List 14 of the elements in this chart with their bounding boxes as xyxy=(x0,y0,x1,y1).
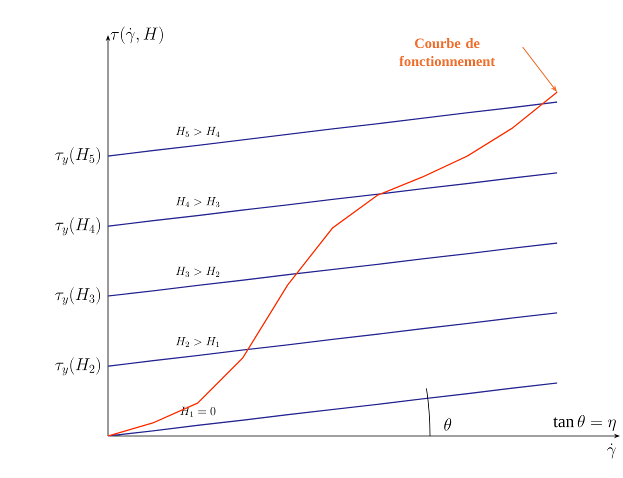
text: $\tau_y(H_2)$ xyxy=(55,357,100,376)
series-label: $H_3 > H_2$ xyxy=(176,266,220,277)
x-axis-title: $\dot{\gamma}$ xyxy=(607,444,616,459)
text: $\tau_y(H_5)$ xyxy=(55,147,100,166)
text: $\tau_y(H_4)$ xyxy=(55,217,100,236)
series-label: $H_5 > H_4$ xyxy=(176,126,220,138)
text: Courbe de fonctionnement xyxy=(399,38,496,66)
series-label: $H_2 > H_1$ xyxy=(176,337,220,347)
annotation: $\tan\theta = \eta$ xyxy=(553,414,616,431)
series-label: $H_1 = 0$ xyxy=(180,406,216,417)
series-label: $H_4 > H_3$ xyxy=(176,197,220,208)
annotation: $\theta$ xyxy=(444,418,452,431)
text: $\tau_y(H_3)$ xyxy=(55,287,100,306)
y-axis-title: $\tau(\dot{\gamma}, H)$ xyxy=(110,26,163,44)
